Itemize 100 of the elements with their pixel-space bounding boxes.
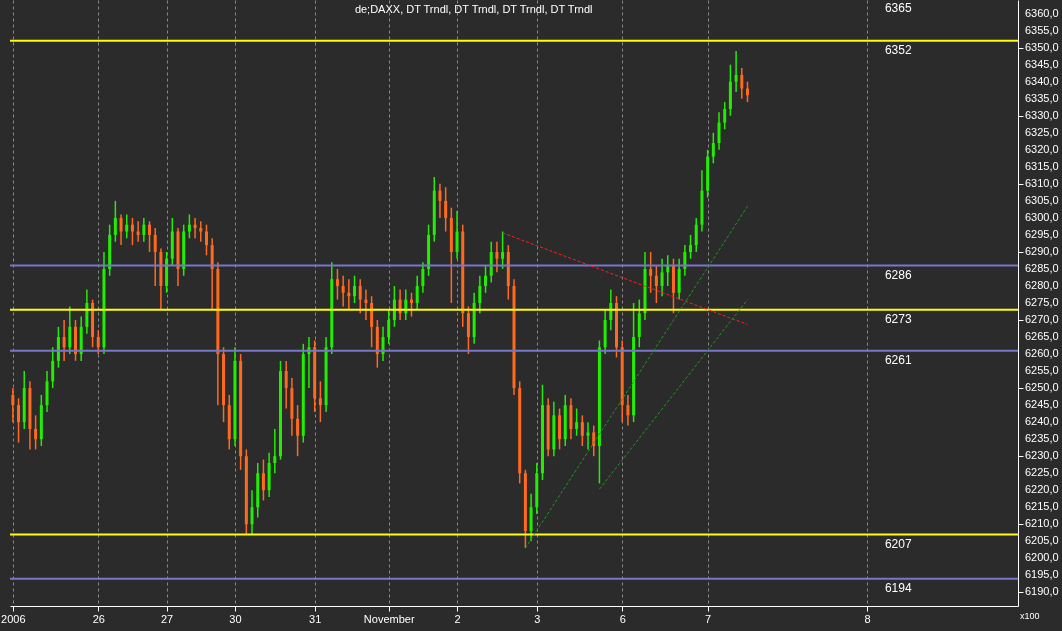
candlestick (717, 111, 721, 151)
ref-line-label: 6286 (884, 267, 912, 282)
y-tick-label: 6315,0 (1025, 159, 1059, 172)
candlestick (273, 428, 277, 474)
candlestick (193, 217, 197, 240)
candlestick (734, 50, 738, 93)
x-tick-label: 7 (705, 612, 712, 625)
candlestick (438, 183, 442, 219)
y-tick-label: 6355,0 (1025, 23, 1059, 36)
candlestick (250, 489, 254, 536)
candlestick (113, 200, 117, 243)
candlestick (358, 278, 362, 314)
candlestick (529, 492, 533, 543)
annotation: 6365 (884, 1, 912, 15)
candlestick (723, 101, 727, 131)
candlestick (558, 407, 562, 451)
candlestick (45, 370, 49, 413)
candlestick (421, 261, 425, 294)
candlestick (96, 329, 100, 355)
candlestick (444, 186, 448, 233)
candlestick (153, 227, 157, 287)
ref-line-label: 6207 (884, 536, 912, 551)
candlestick (296, 404, 300, 457)
candlestick (484, 264, 488, 294)
y-tick-label: 6320,0 (1025, 142, 1059, 155)
y-tick-label: 6305,0 (1025, 193, 1059, 206)
candlestick (580, 414, 584, 447)
candlestick (204, 223, 208, 257)
candlestick (17, 397, 21, 444)
candlestick (210, 237, 214, 311)
y-tick-label: 6295,0 (1025, 227, 1059, 240)
candlestick (125, 213, 129, 240)
x-tick-label: 6 (619, 612, 626, 625)
y-tick-label: 6325,0 (1025, 125, 1059, 138)
y-tick-label: 6260,0 (1025, 347, 1059, 360)
candlestick (261, 458, 265, 502)
candlestick (455, 210, 459, 260)
candlestick (347, 278, 351, 311)
candlestick (62, 319, 66, 362)
x-tick-label: 31 (309, 612, 322, 625)
y-tick-label: 6280,0 (1025, 278, 1059, 291)
candlestick (689, 234, 693, 260)
y-tick-label: 6245,0 (1025, 398, 1059, 411)
candlestick (654, 264, 658, 304)
candlestick (68, 305, 72, 355)
candlestick (56, 326, 60, 369)
text: x100 (1020, 611, 1040, 621)
candlestick (626, 394, 630, 427)
x-tick-label: 2006 (1, 612, 26, 625)
ref-line-label: 6194 (884, 580, 912, 595)
x-tick-label: 26 (92, 612, 105, 625)
y-tick-label: 6300,0 (1025, 210, 1059, 223)
x-tick-label: 30 (229, 612, 242, 625)
candlestick (187, 213, 191, 240)
y-tick-label: 6360,0 (1025, 6, 1059, 19)
candlestick (335, 268, 339, 301)
y-tick-label: 6270,0 (1025, 313, 1059, 326)
candlestick (73, 319, 77, 362)
x-tick-label: 27 (160, 612, 174, 625)
candlestick (495, 240, 499, 274)
candlestick (353, 275, 357, 304)
y-tick-label: 6205,0 (1025, 534, 1059, 547)
candlestick (478, 275, 482, 314)
x-tick-label: 3 (534, 612, 541, 625)
candlestick (142, 217, 146, 243)
candlestick (745, 80, 749, 103)
candlestick (592, 424, 596, 457)
candlestick (387, 309, 391, 345)
y-tick-label: 6215,0 (1025, 500, 1059, 513)
y-tick-label: 6235,0 (1025, 432, 1059, 445)
y-tick-label: 6255,0 (1025, 364, 1059, 377)
x-tick-label: November (363, 612, 415, 625)
y-tick-label: 6345,0 (1025, 57, 1059, 70)
y-tick-label: 6285,0 (1025, 261, 1059, 274)
candlestick (615, 295, 619, 359)
candlestick (364, 288, 368, 321)
candlestick (409, 292, 413, 318)
y-tick-label: 6190,0 (1025, 585, 1059, 598)
y-tick-label: 6240,0 (1025, 415, 1059, 428)
y-tick-label: 6220,0 (1025, 483, 1059, 496)
candlestick (284, 360, 288, 410)
candlestick (148, 220, 152, 253)
candlestick (575, 407, 579, 437)
candlestick (51, 346, 55, 389)
y-tick-label: 6230,0 (1025, 449, 1059, 462)
y-tick-label: 6250,0 (1025, 381, 1059, 394)
y-tick-label: 6200,0 (1025, 551, 1059, 564)
candlestick (569, 397, 573, 440)
y-tick-label: 6195,0 (1025, 568, 1059, 581)
y-tick-label: 6310,0 (1025, 176, 1059, 189)
candlestick (466, 305, 470, 355)
ref-line-label: 6261 (884, 352, 912, 367)
candlestick (415, 275, 419, 311)
y-tick-label: 6290,0 (1025, 244, 1059, 257)
x-tick-label: 8 (864, 612, 871, 625)
y-tick-label: 6335,0 (1025, 91, 1059, 104)
ref-line-label: 6352 (884, 42, 912, 57)
candlestick (586, 421, 590, 451)
candlestick (11, 387, 15, 423)
candlestick (740, 67, 744, 100)
